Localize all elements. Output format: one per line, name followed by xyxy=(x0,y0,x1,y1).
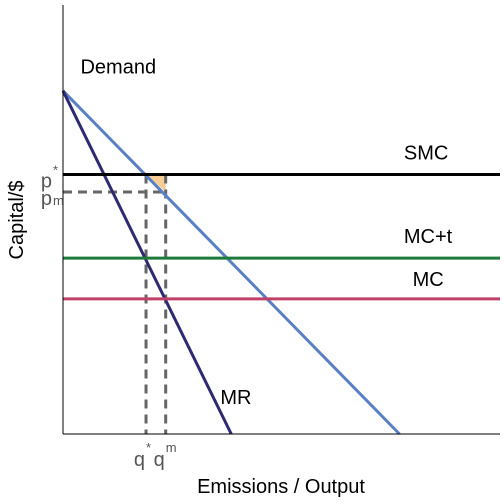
y-tick-p-m: p xyxy=(41,188,52,210)
x-tick-sup-star: * xyxy=(146,440,151,455)
x-tick-q-m: q xyxy=(154,449,165,471)
y-axis-label: Capital/$ xyxy=(6,181,28,260)
x-tick-sup-m: m xyxy=(166,440,177,455)
tick-labels: p*p mq*qm xyxy=(41,162,177,471)
mr-label: MR xyxy=(220,387,251,409)
x-axis-label: Emissions / Output xyxy=(197,476,365,498)
demand-label: Demand xyxy=(80,57,156,79)
mc-label: MC xyxy=(413,269,444,291)
y-tick-sup-m: m xyxy=(53,193,64,208)
series-lines xyxy=(61,89,500,436)
y-tick-p-star: p xyxy=(41,170,52,192)
annotations: SMC MC+t MC MR Demand xyxy=(80,57,452,409)
mr-line xyxy=(61,90,233,435)
axes xyxy=(62,5,500,435)
smc-label: SMC xyxy=(404,142,448,164)
demand-line xyxy=(61,89,401,436)
x-tick-q-star: q xyxy=(134,449,145,471)
guide-lines xyxy=(63,172,168,434)
mc-t-label: MC+t xyxy=(404,226,453,248)
y-tick-sup-star: * xyxy=(53,162,58,177)
